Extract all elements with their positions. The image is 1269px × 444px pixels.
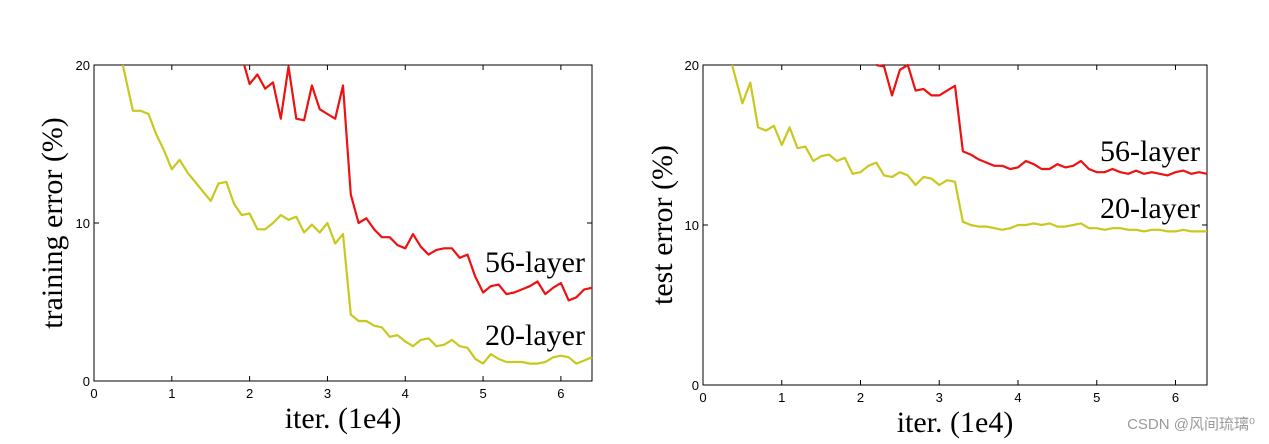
x-tick-label: 1 bbox=[778, 390, 785, 405]
y-tick-label: 10 bbox=[76, 216, 90, 231]
y-axis-label: test error (%) bbox=[646, 145, 679, 305]
y-tick-label: 20 bbox=[685, 58, 699, 73]
series-line-20-layer bbox=[731, 64, 1207, 233]
y-axis-label: training error (%) bbox=[36, 117, 69, 329]
y-tick-label: 10 bbox=[685, 218, 699, 233]
series-label-20-layer: 20-layer bbox=[485, 319, 585, 352]
series-label-56-layer: 56-layer bbox=[485, 246, 585, 279]
series-line-56-layer bbox=[243, 64, 593, 302]
y-tick-label: 20 bbox=[76, 58, 90, 73]
x-tick-label: 6 bbox=[1172, 390, 1179, 405]
x-axis-label: iter. (1e4) bbox=[285, 402, 402, 435]
x-tick-label: 0 bbox=[90, 386, 97, 401]
x-tick-label: 5 bbox=[1093, 390, 1100, 405]
x-tick-label: 4 bbox=[402, 386, 409, 401]
plot-frame bbox=[702, 64, 1208, 386]
x-tick-label: 3 bbox=[324, 386, 331, 401]
x-tick-label: 1 bbox=[168, 386, 175, 401]
watermark: CSDN @风间琉璃⁰ bbox=[1127, 416, 1255, 433]
y-tick-label: 0 bbox=[692, 378, 699, 393]
x-tick-label: 5 bbox=[479, 386, 486, 401]
chart-0: 0 1 2 3 4 5 6 0 10 20 56-layer 20-layer iter. (1e4) t… bbox=[36, 58, 593, 435]
series-label-56-layer: 56-layer bbox=[1100, 135, 1200, 168]
y-tick-label: 0 bbox=[83, 374, 90, 389]
x-tick-label: 0 bbox=[699, 390, 706, 405]
x-tick-label: 2 bbox=[857, 390, 864, 405]
series-label-20-layer: 20-layer bbox=[1100, 192, 1200, 225]
series-line-20-layer bbox=[121, 64, 593, 365]
x-tick-label: 2 bbox=[246, 386, 253, 401]
x-tick-label: 6 bbox=[557, 386, 564, 401]
x-tick-label: 3 bbox=[936, 390, 943, 405]
x-axis-label: iter. (1e4) bbox=[897, 406, 1014, 439]
x-tick-label: 4 bbox=[1014, 390, 1021, 405]
chart-1: 0 1 2 3 4 5 6 0 10 20 56-layer 20-layer iter. (1e4) t… bbox=[646, 58, 1208, 439]
series-line-56-layer bbox=[876, 63, 1208, 177]
